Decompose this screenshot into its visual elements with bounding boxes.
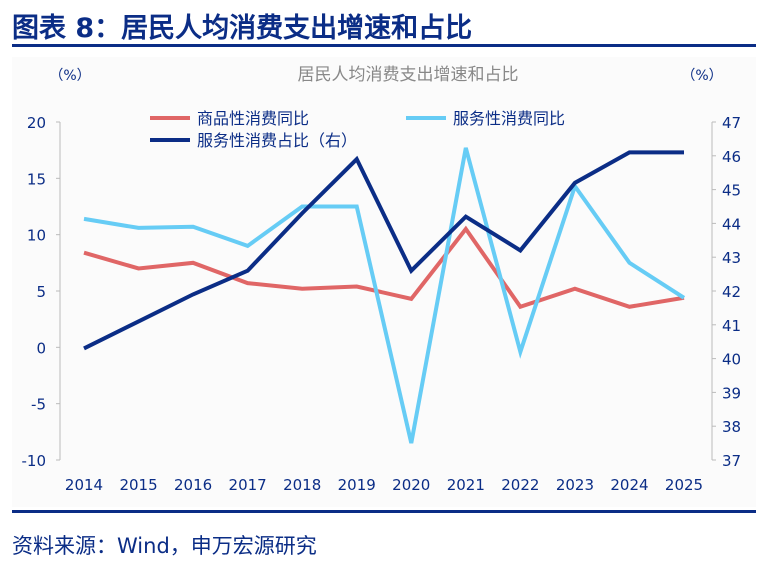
chart-title: 居民人均消费支出增速和占比: [298, 65, 519, 85]
x-tick-label: 2019: [338, 476, 376, 494]
right-tick-label: 39: [722, 384, 741, 402]
x-tick-label: 2020: [392, 476, 430, 494]
figure-title: 图表 8：居民人均消费支出增速和占比: [12, 13, 473, 44]
left-tick-label: -5: [31, 396, 46, 414]
right-tick-label: 44: [722, 215, 741, 233]
series-line-1: [83, 147, 686, 444]
x-tick-label: 2016: [174, 476, 212, 494]
x-tick-label: 2018: [283, 476, 321, 494]
x-tick-label: 2024: [610, 476, 648, 494]
left-tick-label: 10: [27, 227, 46, 245]
right-axis-unit: （%）: [681, 68, 722, 84]
chart-panel: [12, 57, 756, 507]
left-tick-label: -10: [22, 452, 47, 470]
series-line-0: [83, 225, 685, 310]
left-tick-label: 0: [36, 339, 46, 357]
right-tick-label: 46: [722, 148, 741, 166]
legend-label: 商品性消费同比: [197, 109, 309, 128]
right-tick-label: 45: [722, 182, 741, 200]
x-tick-label: 2021: [447, 476, 485, 494]
right-tick-label: 37: [722, 452, 741, 470]
right-tick-label: 43: [722, 249, 741, 267]
x-tick-label: 2022: [501, 476, 539, 494]
left-tick-label: 15: [27, 170, 46, 188]
x-tick-label: 2017: [229, 476, 267, 494]
right-tick-label: 41: [722, 317, 741, 335]
right-tick-label: 38: [722, 418, 741, 436]
x-tick-label: 2015: [119, 476, 157, 494]
x-tick-label: 2014: [65, 476, 103, 494]
title-divider: [12, 44, 756, 47]
left-tick-label: 5: [36, 283, 46, 301]
right-tick-label: 47: [722, 114, 741, 132]
left-axis-unit: （%）: [49, 68, 90, 84]
legend-label: 服务性消费同比: [453, 109, 565, 128]
left-tick-label: 20: [27, 114, 46, 132]
x-tick-label: 2025: [665, 476, 703, 494]
right-tick-label: 40: [722, 351, 741, 369]
right-tick-label: 42: [722, 283, 741, 301]
x-tick-label: 2023: [556, 476, 594, 494]
series-line-2: [83, 150, 684, 351]
source-note: 资料来源：Wind，申万宏源研究: [12, 534, 317, 558]
footer-divider: [12, 510, 756, 513]
legend-label: 服务性消费占比（右）: [197, 131, 357, 150]
